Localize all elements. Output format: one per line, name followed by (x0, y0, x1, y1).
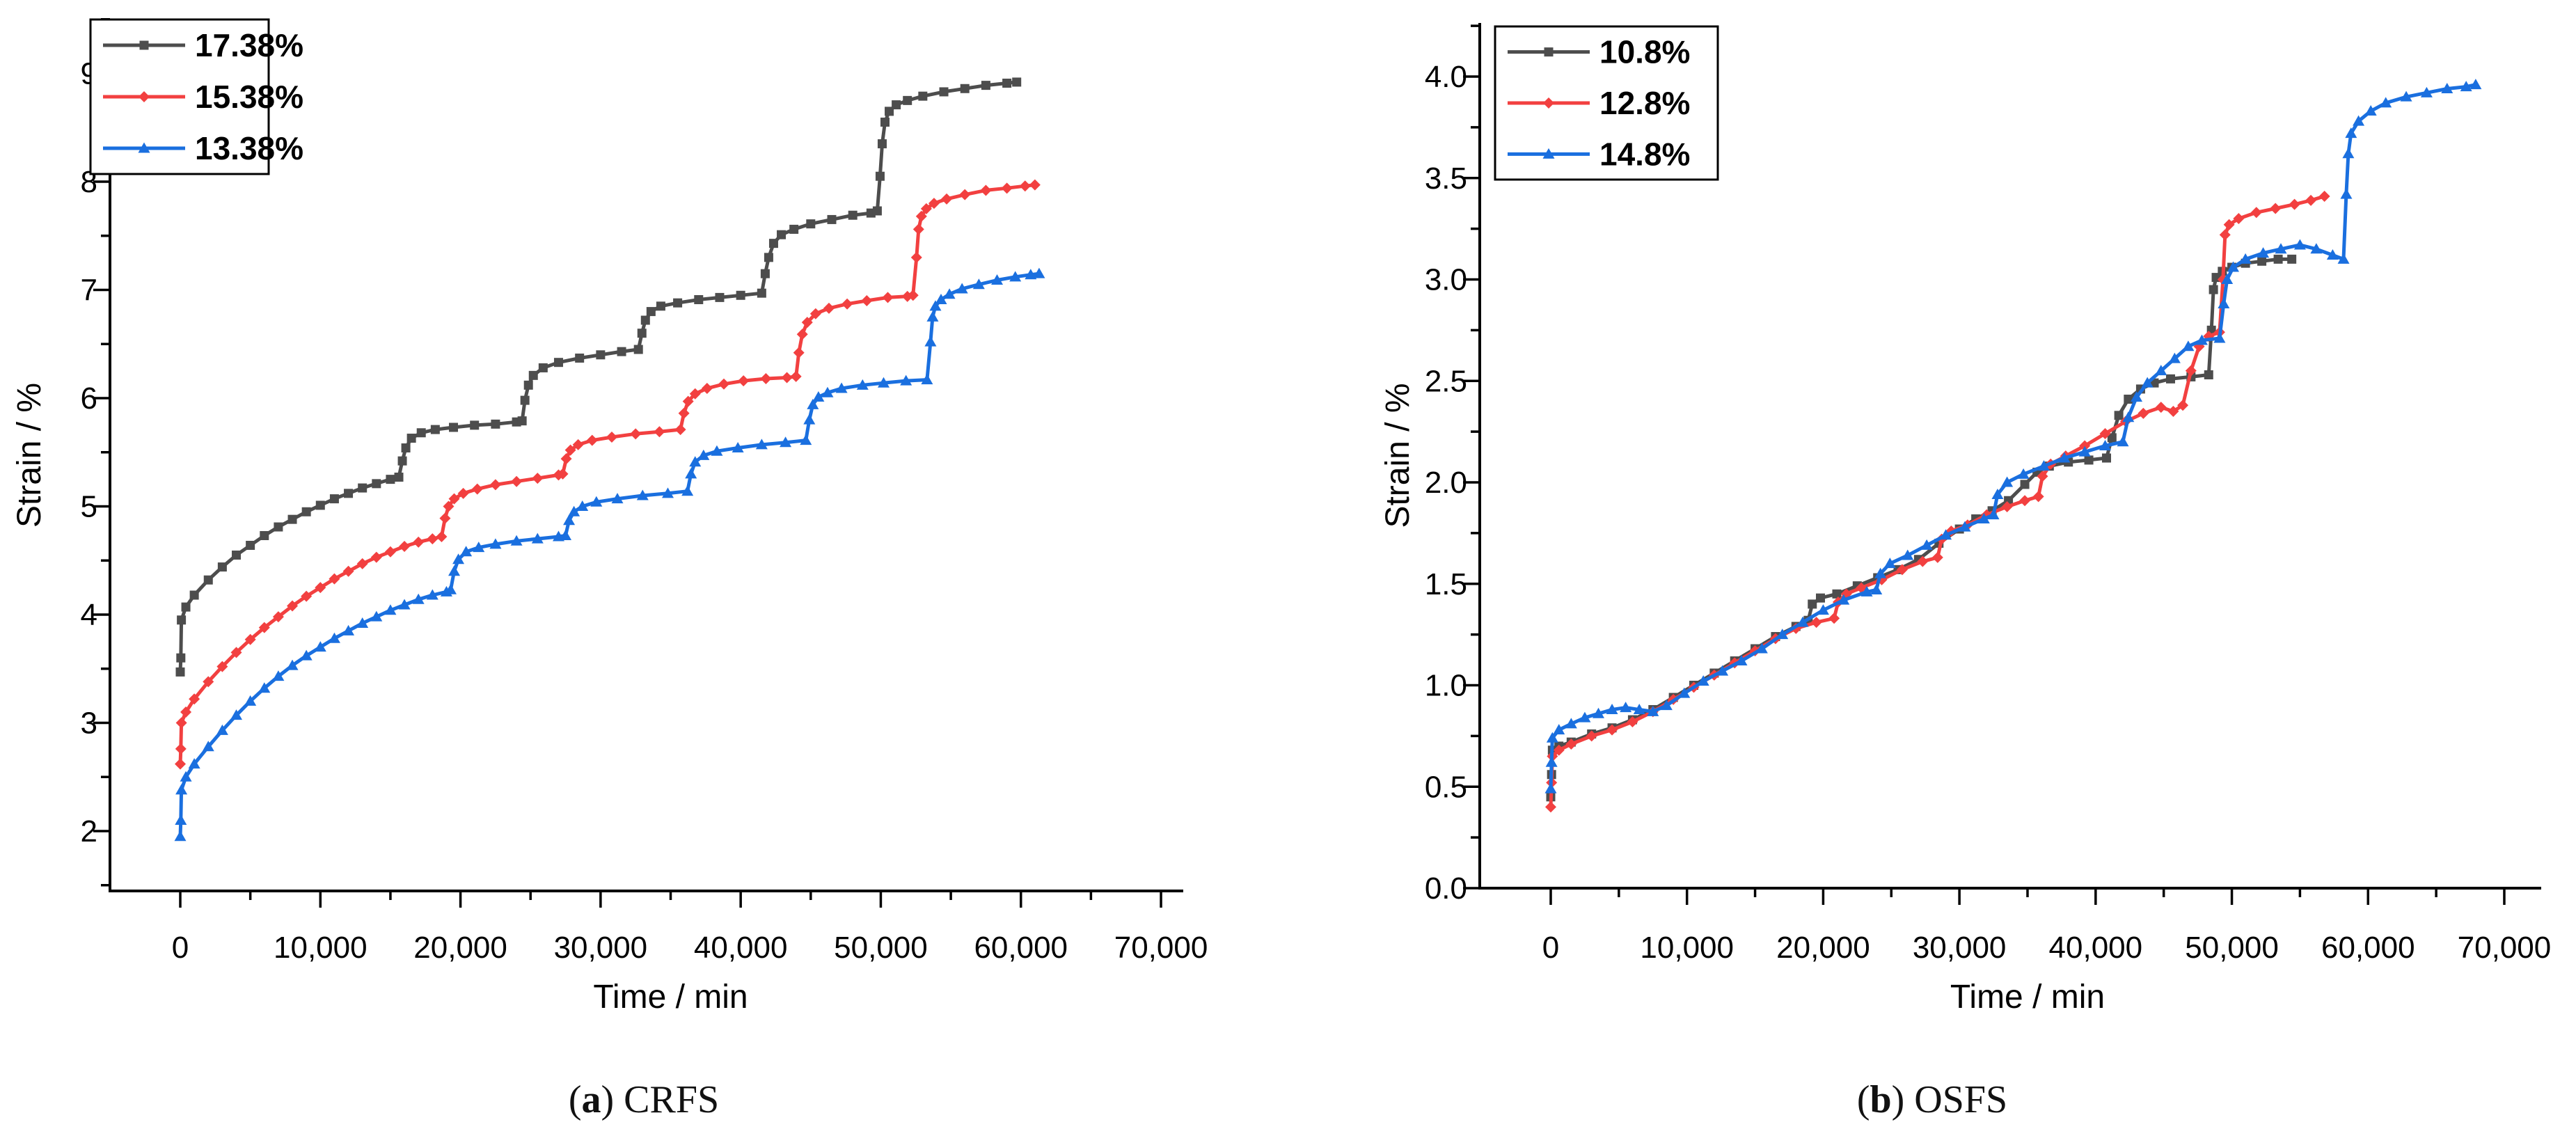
series-12.8% (1545, 190, 2330, 813)
svg-text:4.0: 4.0 (1425, 60, 1467, 94)
caption-crfs: (a) CRFS (0, 1077, 1288, 1122)
svg-text:60,000: 60,000 (974, 931, 1068, 965)
svg-text:60,000: 60,000 (2321, 931, 2415, 965)
osfs-chart-canvas: 0 10,000 20,000 30,000 40,000 50,000 60,000 70,… (1380, 23, 2551, 1016)
axis-titles: Time / min Strain / % (11, 383, 748, 1016)
legend-label: 14.8% (1599, 136, 1690, 172)
svg-text:3: 3 (81, 706, 97, 741)
legend-label: 12.8% (1599, 85, 1690, 121)
y-axis-title: Strain / % (1380, 383, 1416, 528)
svg-text:30,000: 30,000 (554, 931, 648, 965)
svg-text:50,000: 50,000 (834, 931, 928, 965)
x-axis-title: Time / min (1950, 979, 2105, 1016)
svg-text:70,000: 70,000 (2458, 931, 2552, 965)
series-13.38% (174, 267, 1045, 842)
axis-titles: Time / min Strain / % (1380, 383, 2105, 1016)
svg-text:0: 0 (172, 931, 189, 965)
svg-text:50,000: 50,000 (2185, 931, 2279, 965)
svg-text:0: 0 (1542, 931, 1559, 965)
y-axis-title: Strain / % (11, 383, 48, 528)
svg-text:40,000: 40,000 (694, 931, 788, 965)
legend-label: 13.38% (195, 130, 303, 166)
svg-text:7: 7 (81, 274, 97, 308)
svg-text:0.0: 0.0 (1425, 871, 1467, 906)
svg-text:10,000: 10,000 (274, 931, 368, 965)
x-axis-title: Time / min (593, 979, 748, 1016)
axes (1478, 23, 2541, 890)
svg-text:4: 4 (81, 598, 97, 632)
svg-text:1.0: 1.0 (1425, 669, 1467, 703)
tick-labels: 0 10,000 20,000 30,000 40,000 50,000 60,000 70,… (81, 57, 1208, 965)
svg-text:20,000: 20,000 (1776, 931, 1870, 965)
legend-label: 15.38% (195, 79, 303, 115)
caption-rest: ) CRFS (601, 1078, 720, 1121)
svg-text:2: 2 (81, 814, 97, 848)
legend-label: 17.38% (195, 27, 303, 63)
series-15.38% (175, 179, 1041, 770)
svg-text:5: 5 (81, 490, 97, 524)
caption-osfs: (b) OSFS (1288, 1077, 2576, 1122)
series-17.38% (175, 77, 1022, 677)
chart-panel-crfs: 0 10,000 20,000 30,000 40,000 50,000 60,000 70,… (0, 0, 1288, 1058)
legend-label: 10.8% (1599, 34, 1690, 70)
svg-text:0.5: 0.5 (1425, 770, 1467, 804)
tick-labels: 0 10,000 20,000 30,000 40,000 50,000 60,000 70,… (1425, 60, 2551, 965)
series-14.8% (1544, 79, 2482, 793)
caption-open: ( (1856, 1078, 1870, 1121)
svg-text:6: 6 (81, 381, 97, 416)
svg-text:30,000: 30,000 (1913, 931, 2007, 965)
svg-text:2.5: 2.5 (1425, 364, 1467, 398)
crfs-chart-canvas: 0 10,000 20,000 30,000 40,000 50,000 60,000 70,… (11, 18, 1208, 1016)
axis-ticks (1463, 24, 2506, 905)
svg-text:10,000: 10,000 (1640, 931, 1734, 965)
legend: 10.8% 12.8% 14.8% (1494, 25, 1719, 181)
svg-text:3.5: 3.5 (1425, 161, 1467, 196)
svg-text:1.5: 1.5 (1425, 567, 1467, 601)
svg-text:3.0: 3.0 (1425, 263, 1467, 297)
series-10.8% (1546, 254, 2297, 802)
svg-text:70,000: 70,000 (1114, 931, 1208, 965)
chart-panel-osfs: 0 10,000 20,000 30,000 40,000 50,000 60,000 70,… (1288, 0, 2576, 1058)
caption-rest: ) OSFS (1891, 1078, 2008, 1121)
caption-letter: a (581, 1078, 601, 1121)
caption-open: ( (568, 1078, 582, 1121)
svg-text:20,000: 20,000 (413, 931, 507, 965)
legend: 17.38% 15.38% 13.38% (89, 18, 303, 175)
svg-text:2.0: 2.0 (1425, 466, 1467, 500)
svg-text:40,000: 40,000 (2049, 931, 2143, 965)
caption-letter: b (1870, 1078, 1892, 1121)
